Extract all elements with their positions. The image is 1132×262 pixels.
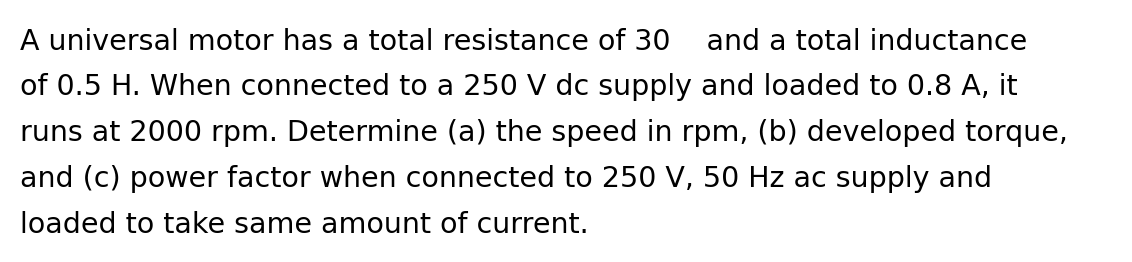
Text: and (c) power factor when connected to 250 V, 50 Hz ac supply and: and (c) power factor when connected to 2… <box>20 165 993 193</box>
Text: A universal motor has a total resistance of 30    and a total inductance: A universal motor has a total resistance… <box>20 28 1028 56</box>
Text: runs at 2000 rpm. Determine (a) the speed in rpm, (b) developed torque,: runs at 2000 rpm. Determine (a) the spee… <box>20 119 1069 147</box>
Text: of 0.5 H. When connected to a 250 V dc supply and loaded to 0.8 A, it: of 0.5 H. When connected to a 250 V dc s… <box>20 73 1018 101</box>
Text: loaded to take same amount of current.: loaded to take same amount of current. <box>20 211 589 239</box>
